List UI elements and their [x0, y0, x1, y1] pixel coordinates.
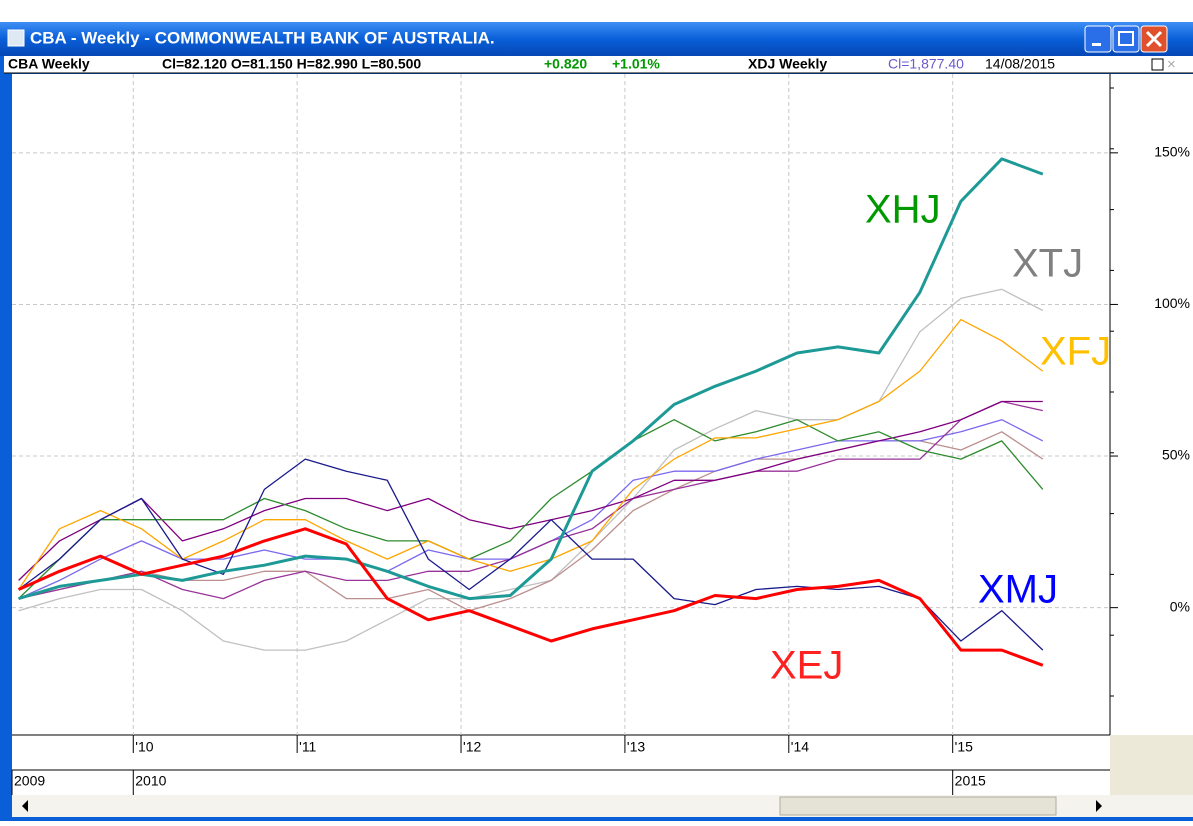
- info-texts: CBA Weekly Cl=82.120 O=81.150 H=82.990 L…: [8, 56, 1112, 72]
- series-line: [17, 527, 1044, 667]
- series-line: [18, 318, 1044, 590]
- title-bar: [0, 22, 1193, 56]
- x-tick-label: '11: [299, 739, 316, 755]
- window-title: CBA - Weekly - COMMONWEALTH BANK OF AUST…: [30, 28, 495, 47]
- info-symbol: CBA Weekly: [8, 56, 90, 72]
- series-label: XHJ: [865, 188, 941, 232]
- y-tick-label: 0%: [1170, 598, 1190, 614]
- minimize-button[interactable]: [1084, 25, 1112, 53]
- restore-pane[interactable]: [1151, 58, 1164, 71]
- date-bg: [982, 57, 1112, 72]
- scroll-left[interactable]: [22, 800, 28, 812]
- info-bar: [4, 56, 1193, 73]
- info-prices2: Cl=1,877.40: [888, 56, 964, 72]
- y-tick-label: 50%: [1162, 447, 1190, 463]
- series-label: XFJ: [1040, 330, 1111, 374]
- info-change-pct: +1.01%: [612, 56, 660, 72]
- info-change: +0.820: [544, 56, 587, 72]
- corner-area: [1110, 735, 1193, 795]
- scroll-right[interactable]: [1096, 800, 1102, 812]
- series-line: [18, 400, 1043, 581]
- x-tick-label: 2015: [955, 773, 986, 789]
- x-tick-label: '12: [463, 739, 481, 755]
- maximize-icon: [1118, 31, 1134, 46]
- series-label: XEJ: [770, 644, 843, 688]
- close-pane[interactable]: ×: [1167, 56, 1176, 73]
- x-tick-label: '14: [791, 739, 809, 755]
- info-symbol2: XDJ Weekly: [748, 56, 827, 72]
- series-line: [18, 458, 1044, 651]
- minimize-icon: [1092, 43, 1101, 46]
- info-date: 14/08/2015: [985, 56, 1055, 72]
- x-axis-area: [12, 735, 1110, 795]
- x-tick-label: '15: [955, 739, 973, 755]
- y-tick-label: 150%: [1154, 144, 1190, 160]
- series-label: XTJ: [1012, 242, 1083, 286]
- series-line: [18, 157, 1044, 601]
- x-tick-label: '10: [135, 739, 153, 755]
- app-icon: [7, 29, 25, 47]
- series-line: [18, 400, 1043, 600]
- series-line: [18, 419, 1044, 600]
- x-tick-label: 2009: [14, 773, 45, 789]
- series-label: XMJ: [978, 568, 1058, 612]
- y-tick-label: 100%: [1154, 295, 1190, 311]
- maximize-button[interactable]: [1112, 25, 1140, 53]
- info-prices: Cl=82.120 O=81.150 H=82.990 L=80.500: [162, 56, 421, 72]
- close-icon: [1145, 30, 1163, 48]
- scroll-thumb[interactable]: [779, 796, 1057, 816]
- x-tick-label: 2010: [135, 773, 166, 789]
- x-tick-label: '13: [627, 739, 645, 755]
